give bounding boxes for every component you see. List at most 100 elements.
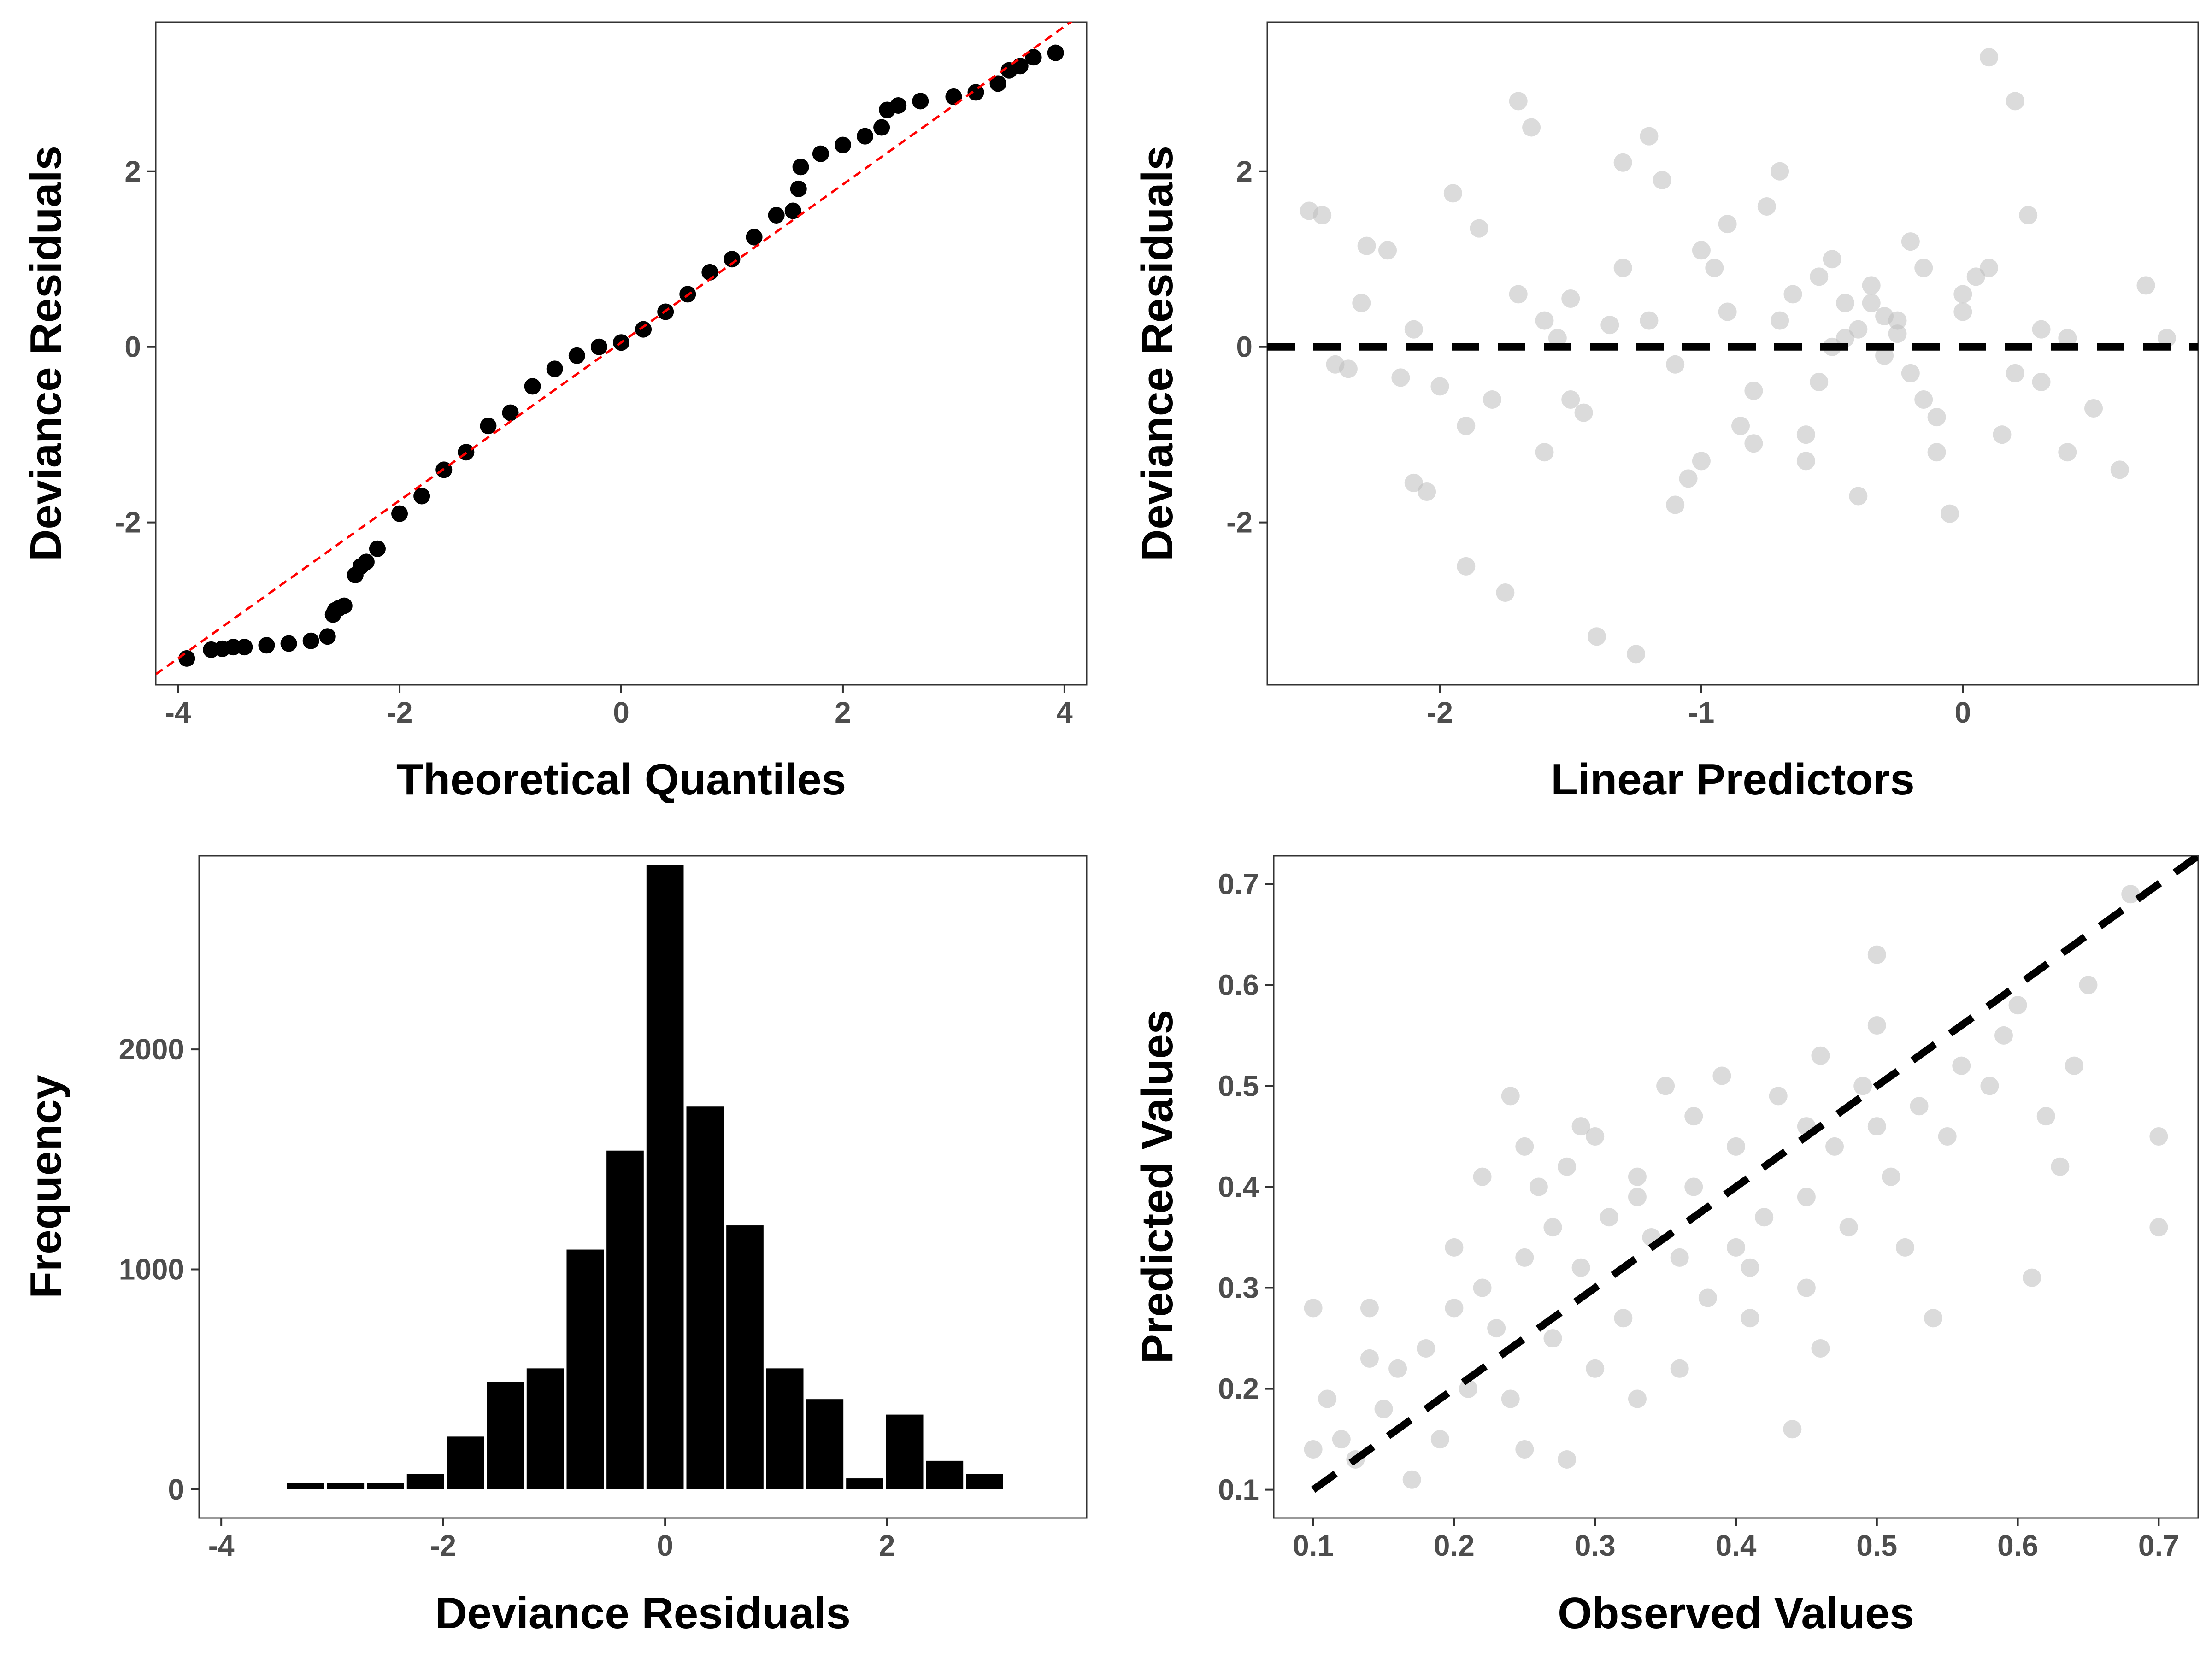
obs-vs-pred-point <box>1853 1077 1872 1095</box>
obs-vs-pred-point <box>1755 1208 1774 1227</box>
obs-vs-pred-y-tick-label: 0.2 <box>1218 1372 1259 1406</box>
obs-vs-pred-point <box>1402 1470 1421 1489</box>
obs-vs-pred-point <box>1459 1379 1477 1398</box>
hist-x-tick-label: 2 <box>879 1529 895 1562</box>
resid-vs-linpred-point <box>1980 48 1999 67</box>
obs-vs-pred-point <box>1712 1066 1731 1085</box>
qq-point <box>873 119 890 136</box>
qq-point <box>502 404 519 421</box>
resid-vs-linpred-point <box>1357 236 1376 255</box>
obs-vs-pred-point <box>1515 1248 1534 1267</box>
obs-vs-pred-y-tick-label: 0.6 <box>1218 968 1259 1001</box>
obs-vs-pred-point <box>1698 1288 1717 1307</box>
qq-point <box>590 338 607 355</box>
hist-y-axis-title: Frequency <box>21 1075 71 1298</box>
obs-vs-pred-x-tick-label: 0.6 <box>1997 1529 2038 1562</box>
obs-vs-pred-point <box>2149 1218 2168 1237</box>
obs-vs-pred-point <box>1628 1167 1647 1186</box>
resid-vs-linpred-point <box>2032 372 2051 391</box>
qq-reference-line <box>156 22 1073 676</box>
resid-vs-linpred-point <box>1483 390 1501 409</box>
resid-vs-linpred-point <box>1522 118 1541 137</box>
qq-y-tick-label: 0 <box>124 330 141 364</box>
resid-vs-linpred-x-axis-title: Linear Predictors <box>1551 755 1915 804</box>
obs-vs-pred-y-tick-label: 0.7 <box>1218 867 1259 900</box>
resid-vs-linpred-point <box>1378 241 1397 260</box>
hist-bar <box>766 1368 804 1489</box>
obs-vs-pred-marks <box>1304 856 2198 1493</box>
resid-vs-linpred-x-tick-label: 0 <box>1955 696 1971 729</box>
obs-vs-pred-point <box>1895 1238 1914 1257</box>
obs-vs-pred-plot-area: 0.1 0.2 0.3 0.4 0.5 0.6 0.7 0.1 0.2 0.3 0.4 0.5 0.6… <box>1218 855 2199 1562</box>
obs-vs-pred-point <box>1797 1188 1816 1206</box>
obs-vs-pred-point <box>1515 1137 1534 1156</box>
hist-bar <box>526 1368 564 1489</box>
resid-vs-linpred-point <box>1888 324 1907 343</box>
hist-bar <box>966 1474 1003 1489</box>
obs-vs-pred-point <box>1867 945 1886 964</box>
resid-vs-linpred-point <box>1535 443 1554 462</box>
obs-vs-pred-point <box>1430 1430 1449 1449</box>
obs-vs-pred-point <box>1670 1359 1689 1378</box>
qq-point <box>302 632 319 649</box>
qq-point <box>857 128 874 145</box>
obs-vs-pred-point <box>1839 1218 1858 1237</box>
obs-vs-pred-x-tick-label: 0.2 <box>1434 1529 1475 1562</box>
resid-vs-linpred-point <box>1966 267 1985 286</box>
obs-vs-pred-point <box>1529 1177 1548 1196</box>
obs-vs-pred-x-ticks: 0.1 0.2 0.3 0.4 0.5 0.6 0.7 <box>1293 1518 2179 1562</box>
resid-vs-linpred-point <box>1679 469 1698 488</box>
hist-bar <box>367 1483 404 1489</box>
resid-vs-linpred-x-tick-label: -1 <box>1688 696 1714 729</box>
obs-vs-pred-point <box>1332 1430 1351 1449</box>
qq-point <box>546 360 563 377</box>
hist-x-ticks: -4 -2 0 2 <box>208 1518 895 1562</box>
obs-vs-pred-point <box>1600 1208 1618 1227</box>
obs-vs-pred-x-tick-label: 0.5 <box>1856 1529 1897 1562</box>
obs-vs-pred-panel: 0.1 0.2 0.3 0.4 0.5 0.6 0.7 0.1 0.2 0.3 0.4 0.5 0.6… <box>1133 855 2199 1638</box>
resid-vs-linpred-point <box>1653 171 1671 189</box>
resid-vs-linpred-point <box>1783 285 1802 304</box>
resid-vs-linpred-point <box>1862 294 1881 312</box>
obs-vs-pred-point <box>1586 1127 1605 1146</box>
qq-point <box>524 378 541 395</box>
hist-x-tick-label: 0 <box>657 1529 673 1562</box>
qq-point <box>746 229 763 246</box>
resid-vs-linpred-point <box>1796 425 1815 444</box>
resid-vs-linpred-point <box>1640 311 1659 330</box>
qq-y-tick-label: 2 <box>124 155 141 188</box>
qq-point <box>967 84 984 101</box>
obs-vs-pred-point <box>1727 1137 1745 1156</box>
resid-vs-linpred-point <box>1888 311 1907 330</box>
resid-vs-linpred-point <box>1810 267 1829 286</box>
hist-marks <box>287 865 1003 1489</box>
resid-vs-linpred-point <box>1613 153 1632 172</box>
resid-vs-linpred-point <box>1574 403 1593 422</box>
resid-vs-linpred-point <box>1313 206 1332 225</box>
obs-vs-pred-x-tick-label: 0.1 <box>1293 1529 1334 1562</box>
hist-bar <box>886 1414 924 1489</box>
obs-vs-pred-y-axis-title: Predicted Values <box>1133 1010 1182 1364</box>
resid-vs-linpred-point <box>1993 425 2012 444</box>
resid-vs-linpred-point <box>1914 390 1933 409</box>
resid-vs-linpred-point <box>2058 329 2077 347</box>
qq-point <box>945 88 962 105</box>
resid-vs-linpred-point <box>1823 250 1841 269</box>
obs-vs-pred-point <box>1628 1188 1647 1206</box>
obs-vs-pred-point <box>1614 1309 1633 1328</box>
resid-vs-linpred-point <box>1744 434 1763 453</box>
obs-vs-pred-point <box>2036 1107 2055 1126</box>
resid-vs-linpred-point <box>1953 285 1972 304</box>
obs-vs-pred-point <box>1924 1309 1943 1328</box>
resid-vs-linpred-point <box>1927 408 1946 427</box>
obs-vs-pred-point <box>1558 1450 1577 1469</box>
resid-vs-linpred-point <box>1835 294 1854 312</box>
qq-point <box>784 202 801 219</box>
resid-vs-linpred-point <box>1731 417 1750 435</box>
hist-x-tick-label: -4 <box>208 1529 235 1562</box>
qq-plot-area: -4 -2 0 2 4 -2 0 2 <box>115 21 1088 729</box>
obs-vs-pred-point <box>1473 1167 1492 1186</box>
qq-point <box>319 628 336 645</box>
qq-x-tick-label: 0 <box>613 696 629 729</box>
